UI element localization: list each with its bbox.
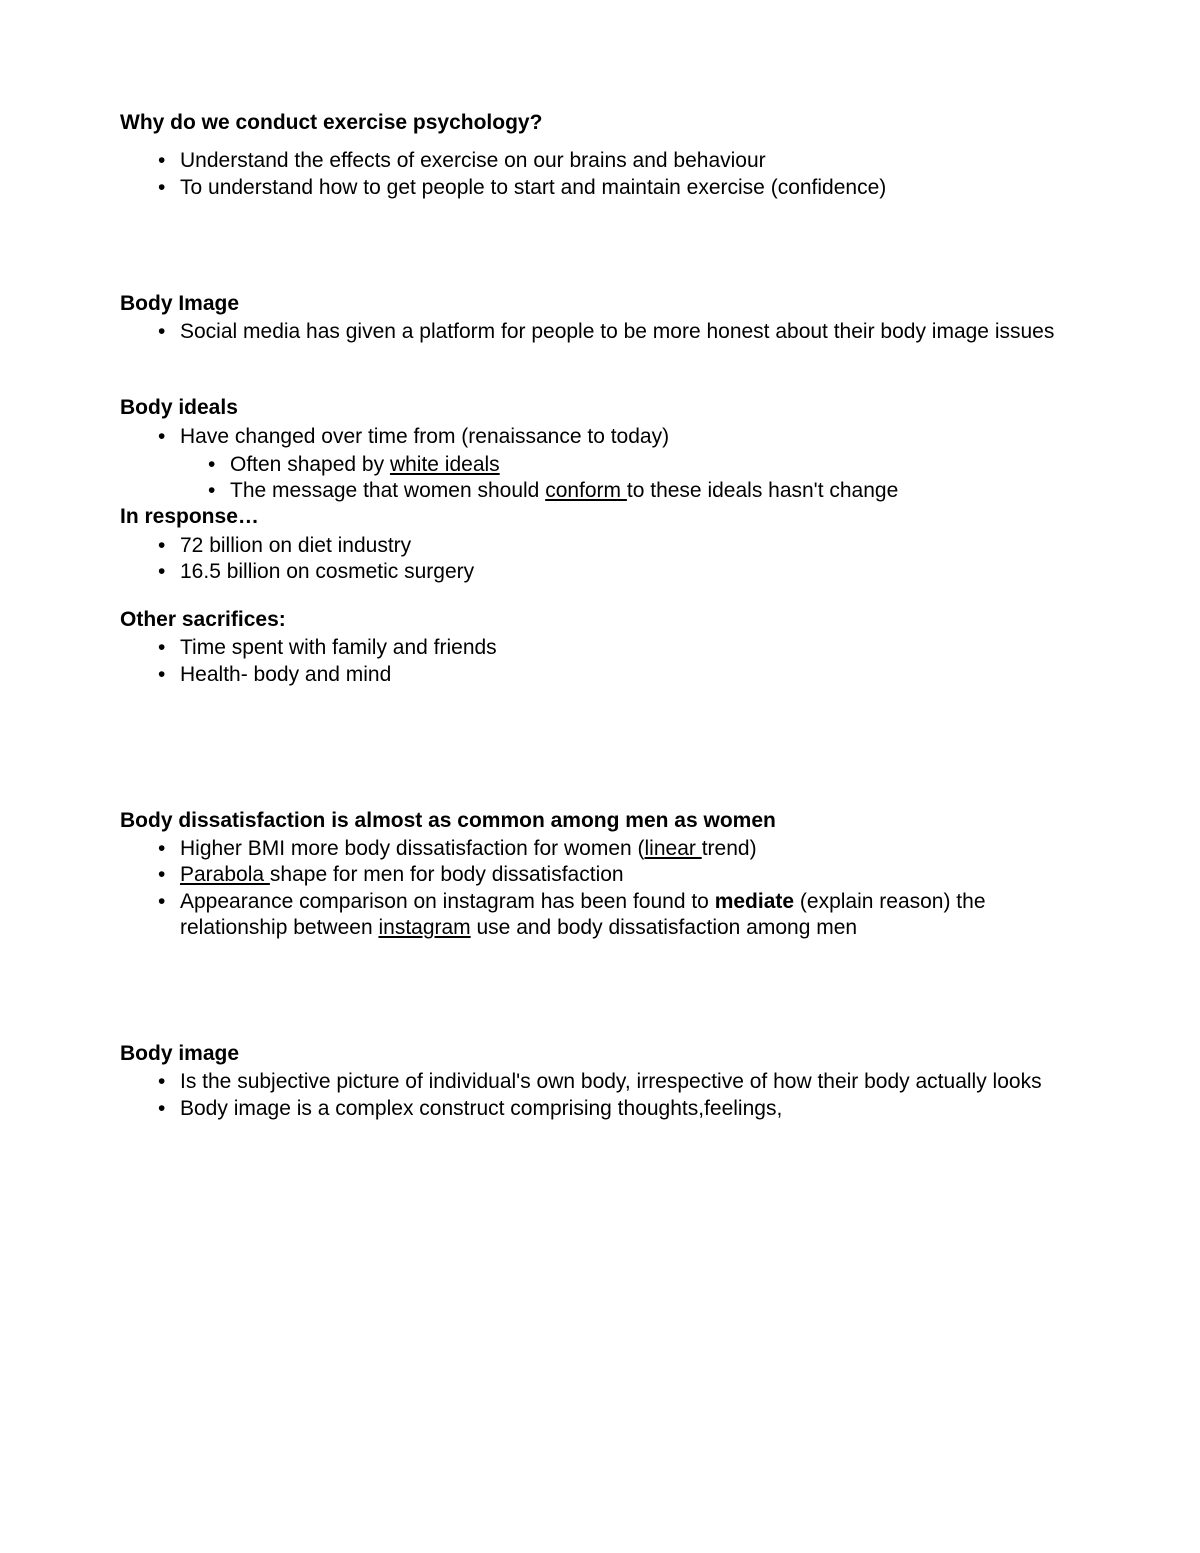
list-item: Social media has given a platform for pe… xyxy=(180,319,1080,345)
bold-text: mediate xyxy=(715,890,794,913)
list-item: Time spent with family and friends xyxy=(180,635,1080,661)
text: shape for men for body dissatisfaction xyxy=(270,863,624,886)
bullet-list-nested: Often shaped by white ideals The message… xyxy=(180,452,1080,505)
text: Appearance comparison on instagram has b… xyxy=(180,890,715,913)
list-item: Parabola shape for men for body dissatis… xyxy=(180,862,1080,888)
list-item: Higher BMI more body dissatisfaction for… xyxy=(180,836,1080,862)
list-item: Body image is a complex construct compri… xyxy=(180,1096,1080,1122)
section-heading: Body ideals xyxy=(120,395,1080,421)
list-item: Often shaped by white ideals xyxy=(230,452,1080,478)
section-heading: In response… xyxy=(120,504,1080,530)
bullet-list: Have changed over time from (renaissance… xyxy=(120,424,1080,505)
section-heading: Other sacrifices: xyxy=(120,607,1080,633)
underlined-text: linear xyxy=(645,837,702,860)
section-heading: Body Image xyxy=(120,291,1080,317)
list-item: Is the subjective picture of individual'… xyxy=(180,1069,1080,1095)
list-item: Have changed over time from (renaissance… xyxy=(180,424,1080,450)
bullet-list: Is the subjective picture of individual'… xyxy=(120,1069,1080,1122)
underlined-text: white ideals xyxy=(390,453,500,476)
list-item: The message that women should conform to… xyxy=(230,478,1080,504)
section-heading: Body dissatisfaction is almost as common… xyxy=(120,808,1080,834)
bullet-list: 72 billion on diet industry 16.5 billion… xyxy=(120,533,1080,586)
bullet-list: Social media has given a platform for pe… xyxy=(120,319,1080,345)
list-item: Health- body and mind xyxy=(180,662,1080,688)
underlined-text: conform xyxy=(545,479,627,502)
text: use and body dissatisfaction among men xyxy=(471,916,857,939)
underlined-text: instagram xyxy=(378,916,470,939)
bullet-list: Understand the effects of exercise on ou… xyxy=(120,148,1080,201)
list-item: 16.5 billion on cosmetic surgery xyxy=(180,559,1080,585)
bullet-list: Higher BMI more body dissatisfaction for… xyxy=(120,836,1080,941)
list-item: To understand how to get people to start… xyxy=(180,175,1080,201)
text: Often shaped by xyxy=(230,453,390,476)
list-item: 72 billion on diet industry xyxy=(180,533,1080,559)
section-heading: Body image xyxy=(120,1041,1080,1067)
document-page: Why do we conduct exercise psychology? U… xyxy=(0,0,1200,1553)
bullet-list: Time spent with family and friends Healt… xyxy=(120,635,1080,688)
list-item: Understand the effects of exercise on ou… xyxy=(180,148,1080,174)
text: Higher BMI more body dissatisfaction for… xyxy=(180,837,645,860)
list-item: Appearance comparison on instagram has b… xyxy=(180,889,1080,942)
text: trend) xyxy=(702,837,757,860)
text: The message that women should xyxy=(230,479,545,502)
underlined-text: Parabola xyxy=(180,863,270,886)
text: to these ideals hasn't change xyxy=(627,479,898,502)
section-heading: Why do we conduct exercise psychology? xyxy=(120,110,1080,136)
